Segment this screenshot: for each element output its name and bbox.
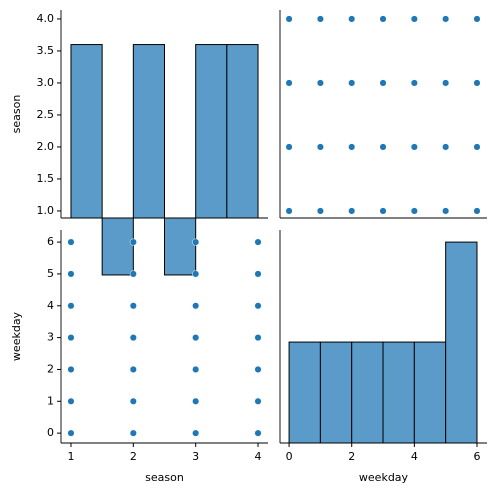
point: [379, 15, 387, 23]
hist-bar: [382, 341, 415, 444]
point: [410, 143, 418, 151]
point: [129, 429, 137, 437]
y-tick-label: 6: [47, 235, 54, 248]
point: [410, 15, 418, 23]
x-tick-label: 4: [411, 450, 418, 463]
point: [129, 270, 137, 278]
y-tick-label: 3: [47, 331, 54, 344]
hist-bar: [226, 44, 259, 219]
point: [442, 79, 450, 87]
hist-bar: [70, 44, 103, 219]
y-axis-label: weekday: [10, 311, 23, 361]
point: [67, 397, 75, 405]
point: [316, 143, 324, 151]
point: [285, 207, 293, 215]
point: [348, 143, 356, 151]
point: [442, 207, 450, 215]
point: [254, 429, 262, 437]
y-tick-label: 2.5: [37, 108, 55, 121]
point: [348, 79, 356, 87]
y-tick-label: 1.0: [37, 204, 55, 217]
y-tick-label: 4.0: [37, 12, 55, 25]
point: [129, 334, 137, 342]
point: [348, 207, 356, 215]
hist-bar: [413, 341, 447, 444]
hist-bar: [288, 341, 321, 444]
x-tick-label: 1: [67, 450, 74, 463]
point: [67, 270, 75, 278]
x-axis-label: season: [145, 471, 184, 484]
y-tick-label: 1: [47, 394, 54, 407]
y-tick-label: 0: [47, 426, 54, 439]
x-axis-label: weekday: [359, 471, 409, 484]
y-tick-label: 5: [47, 267, 54, 280]
point: [192, 270, 200, 278]
point: [254, 397, 262, 405]
point: [129, 238, 137, 246]
y-tick-label: 4: [47, 299, 54, 312]
hist-bar: [101, 217, 134, 276]
point: [379, 79, 387, 87]
point: [254, 238, 262, 246]
point: [473, 79, 481, 87]
x-tick-label: 2: [130, 450, 137, 463]
point: [254, 365, 262, 374]
y-tick-label: 1.5: [37, 172, 55, 185]
x-tick-label: 4: [255, 450, 262, 463]
point: [67, 334, 75, 342]
hist-bar: [319, 341, 353, 444]
point: [442, 143, 450, 151]
point: [192, 429, 200, 437]
hist-bar: [132, 44, 165, 219]
point: [67, 302, 75, 310]
point: [192, 365, 200, 374]
point: [67, 429, 75, 437]
point: [285, 79, 293, 87]
point: [129, 365, 137, 374]
hist-bar: [164, 217, 197, 276]
point: [316, 207, 324, 215]
point: [379, 207, 387, 215]
hist-bar: [195, 44, 228, 219]
hist-bar: [445, 241, 478, 444]
y-tick-label: 3.0: [37, 76, 55, 89]
point: [348, 15, 356, 23]
point: [67, 365, 75, 374]
point: [316, 79, 324, 87]
point: [254, 334, 262, 342]
point: [192, 302, 200, 310]
y-tick-label: 2.0: [37, 140, 55, 153]
point: [129, 302, 137, 310]
x-tick-label: 2: [348, 450, 355, 463]
point: [410, 207, 418, 215]
point: [67, 238, 75, 246]
y-tick-label: 2: [47, 362, 54, 375]
point: [129, 397, 137, 405]
point: [473, 15, 481, 23]
point: [285, 143, 293, 151]
y-axis-label: season: [10, 95, 23, 134]
point: [473, 143, 481, 151]
point: [192, 238, 200, 246]
point: [192, 397, 200, 405]
x-tick-label: 0: [286, 450, 293, 463]
hist-bar: [351, 341, 384, 444]
point: [473, 207, 481, 215]
x-tick-label: 3: [192, 450, 199, 463]
y-tick-label: 3.5: [37, 44, 55, 57]
point: [285, 15, 293, 23]
point: [442, 15, 450, 23]
point: [379, 143, 387, 151]
point: [254, 302, 262, 310]
point: [254, 270, 262, 278]
point: [316, 15, 324, 23]
point: [192, 334, 200, 342]
x-tick-label: 6: [473, 450, 480, 463]
point: [410, 79, 418, 87]
